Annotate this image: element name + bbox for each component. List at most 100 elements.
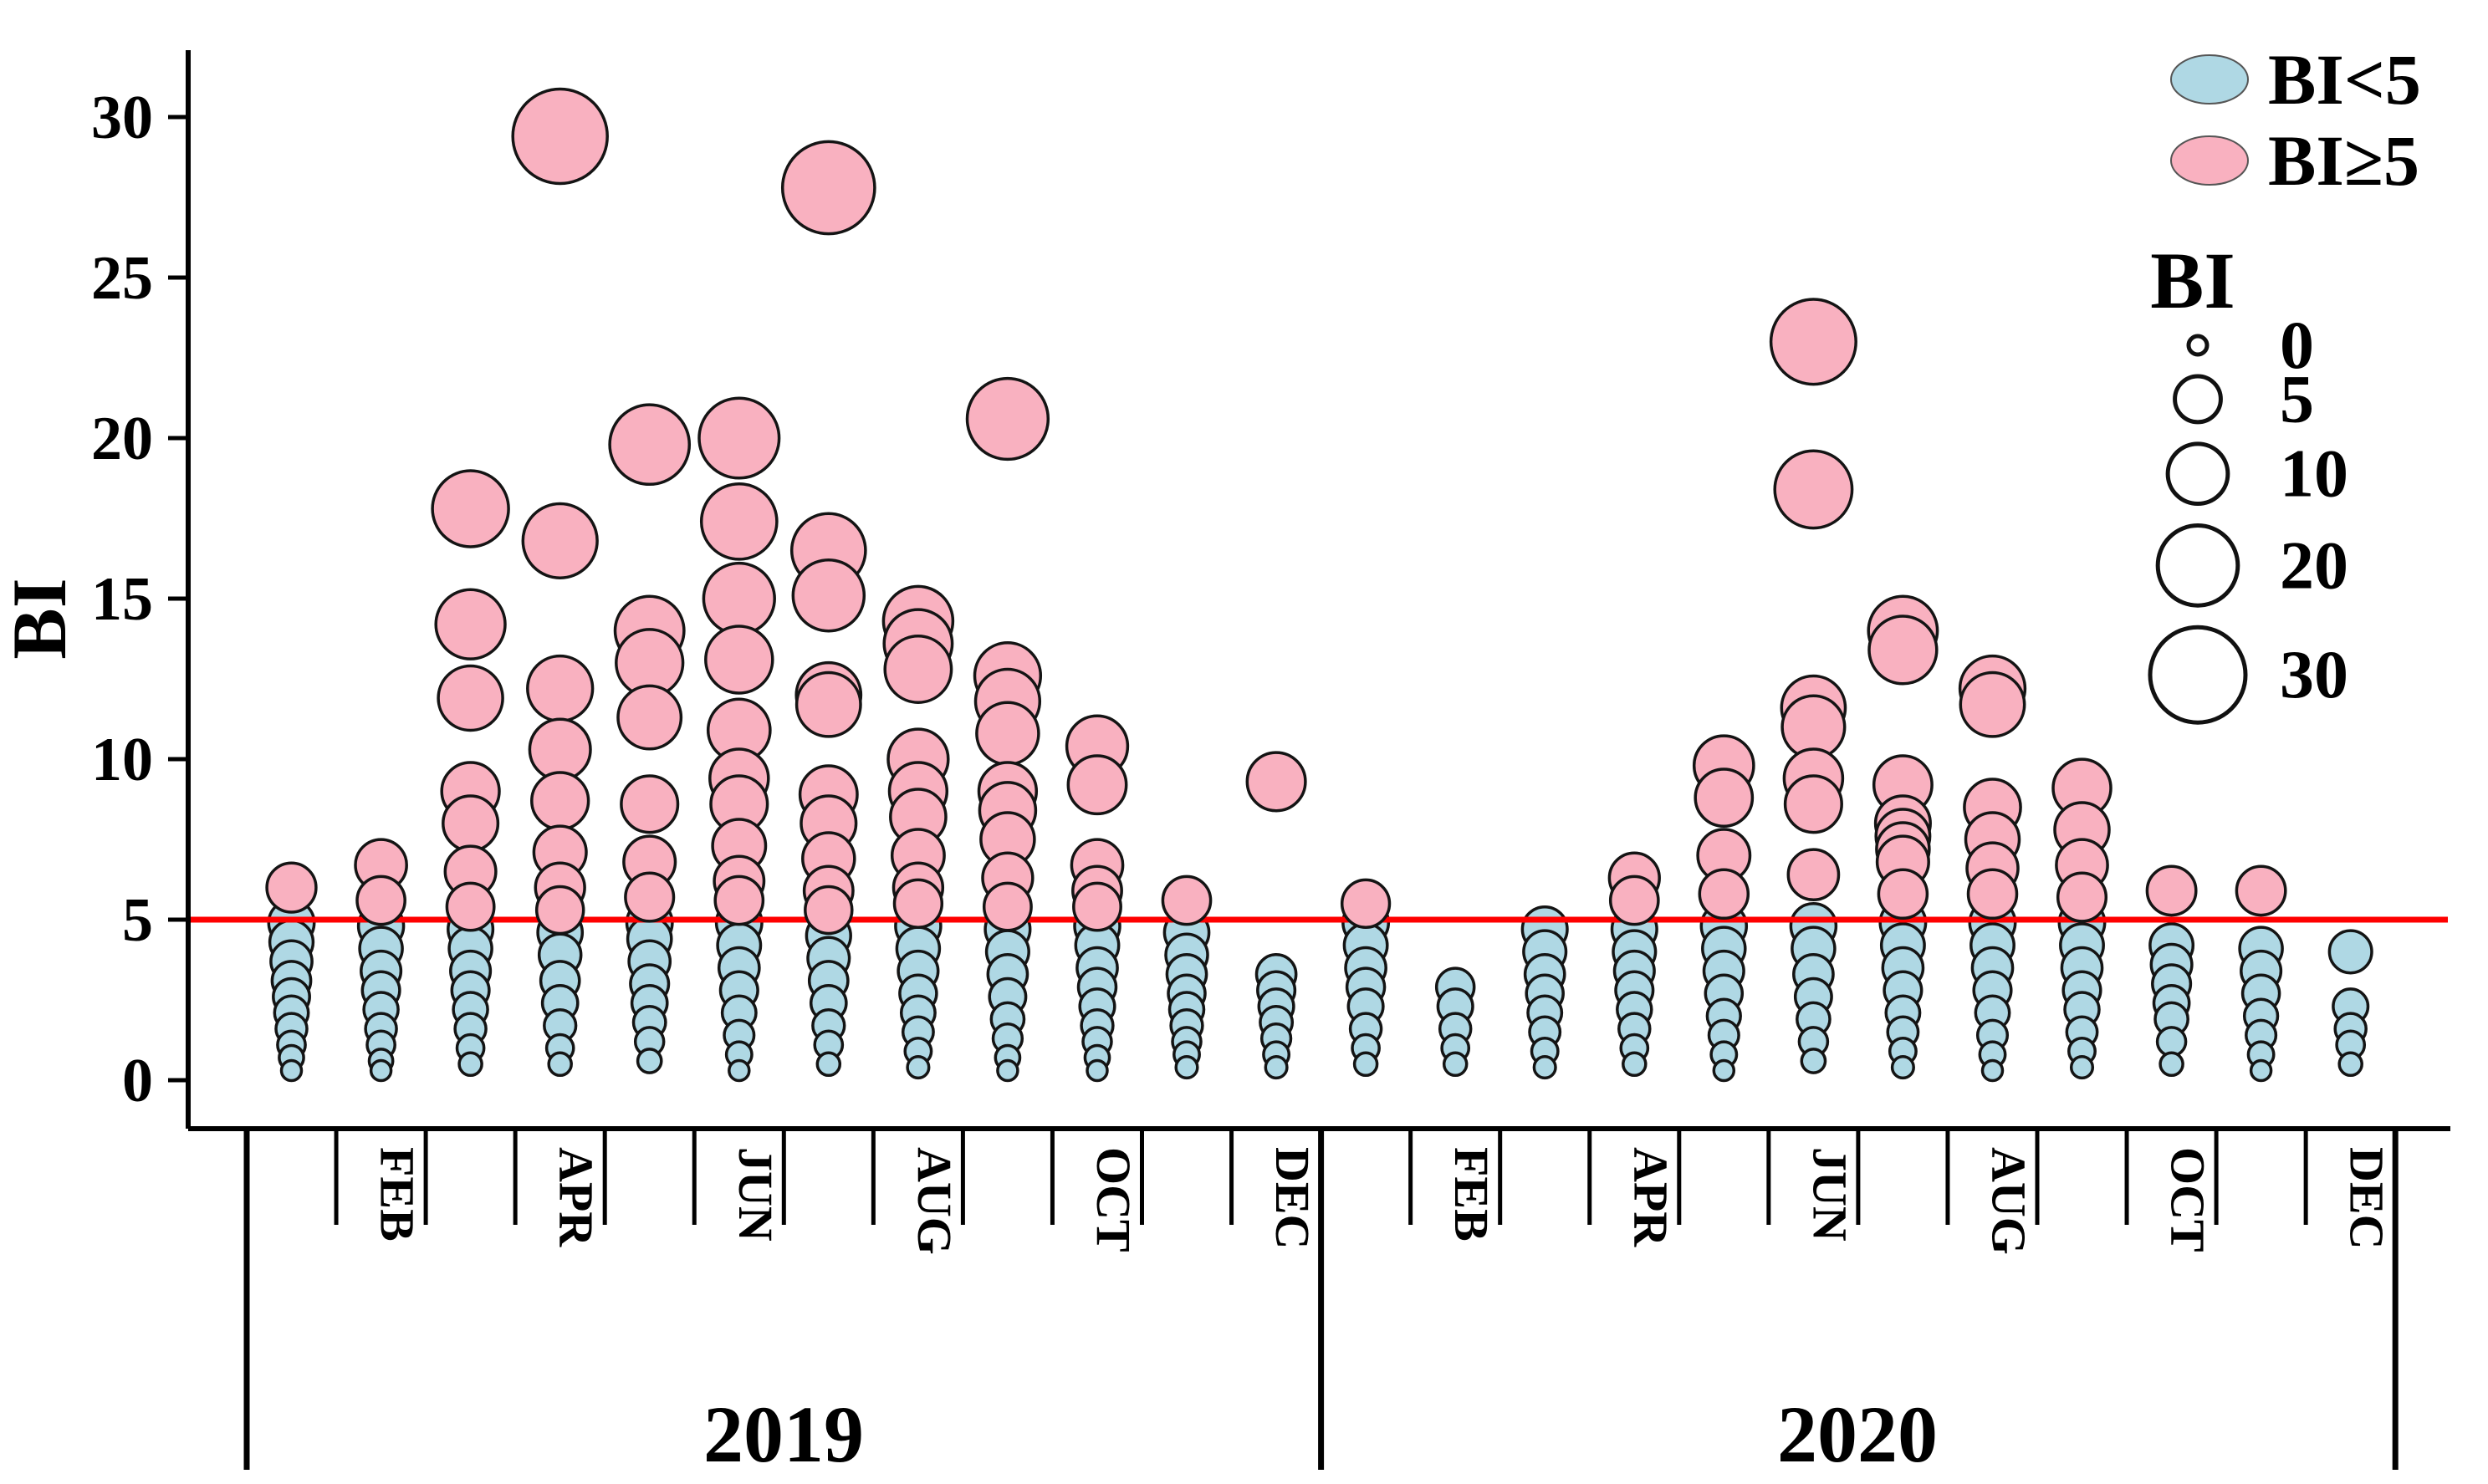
bubble-high [982,881,1033,932]
y-axis-title: BI [0,578,82,659]
bubble-high [2145,864,2198,917]
bubble-high [2235,864,2287,917]
bubble-low [2327,929,2373,975]
size-legend-label: 20 [2280,527,2348,603]
bubble-high [511,87,609,186]
month-label: AUG [907,1147,962,1255]
bubble-high [1966,868,2019,920]
bubble-low [279,1058,304,1083]
y-tick-label: 10 [91,726,153,794]
month-label: JUN [728,1147,783,1242]
month-label: DEC [1265,1147,1320,1249]
bubble-high [697,396,781,480]
bubble-high [521,502,599,580]
bubble-low [2337,1051,2363,1078]
bubble-low [1174,1055,1199,1080]
legend-label-blue: BI<5 [2268,39,2421,120]
bubble-high [355,875,406,926]
bubble-low [1980,1058,2005,1083]
bubble-high [1877,868,1929,920]
y-tick-label: 5 [122,886,153,955]
bubble-high [1066,754,1128,816]
bubble-low [636,1048,663,1074]
month-label: DEC [2340,1147,2394,1249]
bubble-high [1245,751,1307,813]
bubble-low [1532,1055,1557,1080]
y-tick-label: 20 [91,405,153,473]
bubble-high [1694,767,1755,828]
bubble-high [702,561,776,636]
bubble-high [431,469,510,548]
bubble-high [534,885,585,936]
month-label: AUG [1981,1147,2036,1255]
bubble-high [892,878,944,929]
size-legend-label: 30 [2280,636,2348,712]
bubble-high [434,588,507,660]
bubble-high [2056,871,2108,923]
bubble-high [804,885,854,936]
bubble-high [445,881,496,932]
size-legend-label: 0 [2280,307,2314,383]
bubble-low [1264,1055,1289,1080]
bubble-high [794,671,862,738]
size-legend-circle [2155,523,2240,608]
size-legend-title: BI [2150,236,2235,325]
y-tick-label: 25 [91,244,153,313]
bubble-low [1800,1048,1827,1074]
bubble-low [457,1051,483,1078]
size-legend-label: 5 [2280,360,2314,436]
bubble-low [1622,1051,1648,1078]
bubble-low [815,1051,842,1078]
bubble-high [616,684,683,751]
bubble-high [437,664,504,732]
bubble-low [1890,1055,1915,1080]
month-label: APR [549,1147,604,1247]
bubble-high [1340,878,1392,929]
month-label: OCT [2161,1147,2215,1252]
size-legend-label: 10 [2280,436,2348,512]
bubble-high [528,717,592,782]
legend-swatch-blue [2170,54,2249,105]
bubble-high [791,558,866,633]
bubble-low [1086,1058,1109,1083]
bubble-high [704,625,774,695]
bubble-high [1161,875,1213,926]
bubble-high [1783,774,1843,834]
bubble-low [1352,1051,1379,1078]
bubble-high [713,875,765,926]
bubble-high [530,771,590,831]
bubble-high [620,774,680,834]
bubble-high [780,140,876,236]
bubble-high [624,871,676,923]
bubble-high [965,376,1050,462]
bubble-low [2158,1051,2184,1078]
month-label: FEB [370,1147,425,1242]
month-label: OCT [1086,1147,1141,1252]
bubble-high [1608,875,1660,926]
month-label: JUN [1802,1147,1857,1242]
bubble-low [2069,1055,2095,1080]
size-legend-circle [2165,441,2230,507]
legend-swatch-pink [2170,135,2249,186]
bubble-low [906,1055,931,1080]
bubble-high [1072,881,1122,932]
bubble-low [996,1058,1019,1083]
bubble-low [547,1051,573,1078]
month-label: FEB [1444,1147,1499,1242]
bubble-high [1959,671,2026,738]
bubble-high [975,701,1040,767]
size-legend-circle [2148,625,2248,725]
bubble-high [265,861,318,914]
year-label-2019: 2019 [703,1390,864,1479]
bubble-high [1867,615,1939,686]
bubble-high [608,403,692,487]
bubble-high [526,654,595,723]
bubble-low [1442,1051,1469,1078]
bubble-low [1712,1058,1736,1083]
legend-label-pink: BI≥5 [2268,120,2419,201]
size-legend-circle [2173,374,2223,425]
